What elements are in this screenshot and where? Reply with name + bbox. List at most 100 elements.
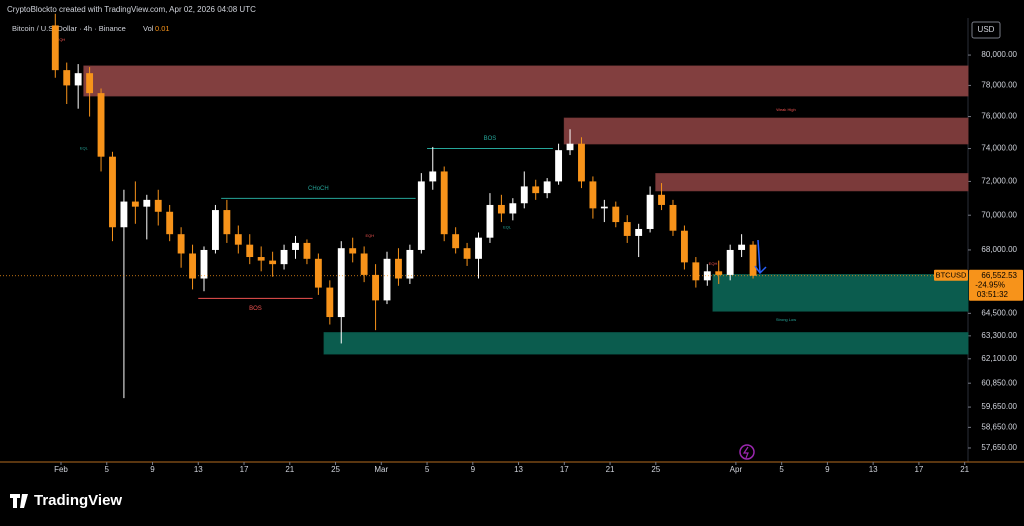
candle-body: [692, 262, 700, 281]
zone: [323, 332, 969, 355]
currency-box[interactable]: [971, 21, 1001, 39]
y-tick-label: 57,650.00: [981, 443, 1017, 452]
candle-body: [680, 230, 688, 263]
candle-body: [635, 228, 643, 236]
candle-body: [658, 194, 665, 205]
marker-label: EQH: [57, 37, 66, 42]
y-tick-label: 70,000.00: [981, 210, 1017, 219]
y-tick-label: 63,300.00: [981, 331, 1017, 340]
y-tick-label: 72,000.00: [981, 177, 1017, 186]
x-tick-label: 21: [606, 465, 615, 474]
candle-body: [120, 201, 128, 228]
candle-body: [486, 204, 494, 238]
marker-label: EQH: [366, 233, 375, 238]
y-tick-label: 64,500.00: [981, 308, 1017, 317]
y-tick-label: 74,000.00: [981, 144, 1017, 153]
candle-body: [349, 248, 357, 254]
legend-volume-label: Vol: [143, 24, 154, 33]
x-tick-label: 25: [331, 465, 340, 474]
marker-label: EQL: [503, 224, 512, 229]
candle-body: [578, 143, 585, 182]
candle-body: [406, 249, 414, 279]
candle-body: [166, 211, 174, 235]
y-tick-label: 60,850.00: [981, 378, 1017, 387]
candle-body: [326, 287, 334, 318]
candle-body: [372, 274, 380, 301]
marker-label: EQH: [709, 261, 718, 266]
last-price-change: -24.95%: [975, 280, 1005, 289]
x-tick-label: Apr: [730, 465, 743, 474]
candle-body: [589, 181, 597, 209]
candle-body: [749, 244, 757, 276]
candle-body: [726, 249, 734, 275]
x-tick-label: 17: [914, 465, 923, 474]
x-tick-label: 9: [825, 465, 830, 474]
level-label: CHoCH: [308, 186, 329, 192]
candle-body: [417, 181, 425, 250]
level-label: BOS: [484, 136, 497, 142]
x-tick-label: 9: [471, 465, 476, 474]
last-price: 66,552.53: [981, 271, 1017, 280]
candle-body: [234, 234, 242, 245]
candle-body: [566, 143, 574, 151]
candle-body: [360, 253, 368, 275]
last-price-symbol: BTCUSD: [936, 271, 967, 280]
event-icon-bolt: [742, 446, 749, 459]
zone: [712, 274, 969, 312]
candle-body: [395, 258, 402, 279]
x-tick-label: Mar: [374, 465, 388, 474]
x-tick-label: Feb: [54, 465, 68, 474]
candle-body: [200, 249, 208, 279]
candle-body: [303, 242, 311, 259]
candle-body: [429, 171, 437, 182]
candle-body: [257, 257, 265, 261]
x-tick-label: 5: [105, 465, 110, 474]
candle-body: [612, 206, 620, 223]
x-tick-label: 13: [194, 465, 203, 474]
candle-body: [211, 210, 219, 250]
x-tick-label: 21: [960, 465, 969, 474]
candle-body: [131, 201, 139, 207]
x-tick-label: 5: [425, 465, 430, 474]
legend-symbol: Bitcoin / U.S. Dollar · 4h · Binance: [12, 24, 126, 33]
last-price-box: [969, 269, 1023, 301]
candle-body: [51, 25, 59, 71]
x-tick-label: 25: [651, 465, 660, 474]
x-tick-label: 13: [869, 465, 878, 474]
candle-body: [63, 70, 71, 86]
legend-volume: 0.01: [155, 24, 170, 33]
y-tick-label: 78,000.00: [981, 81, 1017, 90]
header: CryptoBlockto created with TradingView.c…: [7, 5, 256, 14]
candle-body: [246, 244, 254, 258]
marker-label: EQL: [80, 146, 89, 151]
x-tick-label: 13: [514, 465, 523, 474]
y-tick-label: 59,650.00: [981, 402, 1017, 411]
candle-body: [520, 186, 528, 204]
y-tick-label: 68,000.00: [981, 245, 1017, 254]
arrow: [754, 239, 767, 275]
y-tick-label: 76,000.00: [981, 112, 1017, 121]
plot: 80,000.00 78,000.00 76,000.00 74,000.00 72,0…: [0, 13, 1018, 474]
candle-body: [738, 244, 746, 250]
candle-body: [280, 249, 288, 265]
candle-body: [292, 242, 299, 250]
candle-body: [555, 150, 563, 182]
y-tick-label: 80,000.00: [981, 50, 1017, 59]
candle-body: [646, 194, 654, 229]
candle-body: [452, 234, 460, 249]
candle-body: [97, 93, 105, 157]
x-tick-label: 17: [560, 465, 569, 474]
y-tick-label: 62,100.00: [981, 354, 1017, 363]
last-price-symbol-box: [934, 269, 968, 281]
candle-body: [74, 73, 82, 86]
currency[interactable]: USD: [978, 25, 995, 34]
candle-body: [314, 258, 322, 288]
brand: TradingView: [34, 492, 122, 509]
candle-body: [669, 204, 677, 231]
level-label: BOS: [249, 306, 262, 312]
candle-body: [600, 206, 608, 209]
event-icon[interactable]: [739, 444, 755, 460]
candle-body: [623, 222, 631, 236]
